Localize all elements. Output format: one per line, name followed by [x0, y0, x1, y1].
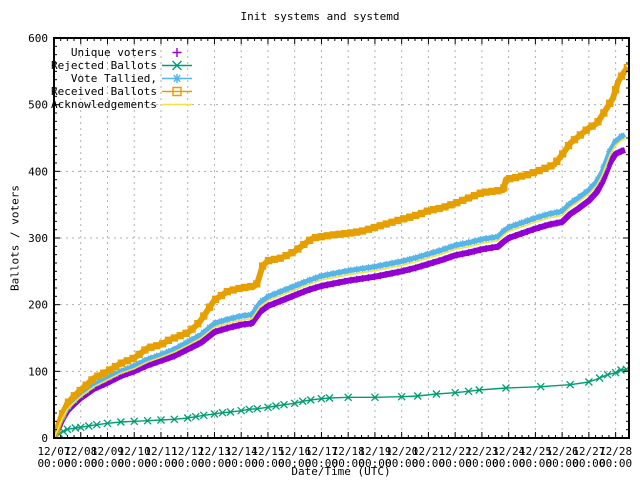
x-tick-time-label: 00:00 — [572, 457, 605, 470]
x-tick-date-label: 12/13 — [198, 445, 231, 458]
y-tick-label: 600 — [28, 32, 48, 45]
legend-row-vote-tallied: Vote Tallied, — [0, 72, 194, 85]
x-tick-date-label: 12/28 — [599, 445, 632, 458]
x-tick-time-label: 00:00 — [251, 457, 284, 470]
x-tick-date-label: 12/12 — [171, 445, 204, 458]
legend-sample-received-ballots — [162, 86, 192, 97]
series-received-ballots-markers — [54, 64, 629, 434]
y-tick-label: 500 — [28, 99, 48, 112]
x-tick-time-label: 00:00 — [492, 457, 525, 470]
y-tick-label: 100 — [28, 365, 48, 378]
x-tick-date-label: 12/25 — [519, 445, 552, 458]
x-tick-time-label: 00:00 — [305, 457, 338, 470]
x-tick-time-label: 00:00 — [91, 457, 124, 470]
y-axis-label: Ballots / voters — [8, 185, 22, 291]
x-tick-date-label: 12/21 — [412, 445, 445, 458]
series-rejected-ballots-markers — [55, 365, 629, 438]
x-tick-date-label: 12/22 — [439, 445, 472, 458]
x-tick-date-label: 12/24 — [492, 445, 525, 458]
x-tick-time-label: 00:00 — [546, 457, 579, 470]
x-tick-date-label: 12/16 — [278, 445, 311, 458]
x-tick-time-label: 00:00 — [519, 457, 552, 470]
chart-title: Init systems and systemd — [240, 10, 400, 23]
x-tick-time-label: 00:00 — [599, 457, 632, 470]
x-tick-date-label: 12/10 — [118, 445, 151, 458]
x-tick-date-label: 12/07 — [37, 445, 70, 458]
x-tick-date-label: 12/23 — [465, 445, 498, 458]
x-tick-date-label: 12/27 — [572, 445, 605, 458]
legend-sample-vote-tallied — [162, 74, 192, 83]
series-rejected-ballots — [54, 368, 627, 438]
x-tick-date-label: 12/18 — [332, 445, 365, 458]
legend-row-rejected-ballots: Rejected Ballots — [0, 59, 194, 72]
y-tick-label: 400 — [28, 165, 48, 178]
legend-label-received-ballots: Received Ballots — [51, 85, 157, 98]
x-tick-time-label: 00:00 — [465, 457, 498, 470]
x-tick-time-label: 00:00 — [332, 457, 365, 470]
x-tick-date-label: 12/09 — [91, 445, 124, 458]
x-tick-time-label: 00:00 — [385, 457, 418, 470]
x-tick-date-label: 12/26 — [546, 445, 579, 458]
legend-row-unique-voters: Unique voters — [0, 46, 194, 59]
x-tick-time-label: 00:00 — [37, 457, 70, 470]
x-tick-time-label: 00:00 — [278, 457, 311, 470]
legend-row-received-ballots: Received Ballots — [0, 85, 194, 98]
tick-labels: 010020030040050060012/0700:0012/0800:001… — [28, 32, 632, 470]
legend-label-acknowledgements: Acknowledgements — [51, 98, 157, 111]
legend-label-rejected-ballots: Rejected Ballots — [51, 59, 157, 72]
x-tick-time-label: 00:00 — [198, 457, 231, 470]
x-tick-date-label: 12/11 — [144, 445, 177, 458]
tick-marks — [53, 37, 630, 439]
legend-row-acknowledgements: Acknowledgements — [0, 98, 194, 111]
x-tick-time-label: 00:00 — [118, 457, 151, 470]
x-tick-date-label: 12/14 — [225, 445, 258, 458]
x-axis-label: Date/Time (UTC) — [291, 465, 391, 478]
x-tick-date-label: 12/20 — [385, 445, 418, 458]
series-vote-tallied — [54, 132, 627, 438]
legend: Unique voters Rejected Ballots Vote Tall… — [0, 46, 194, 111]
x-tick-time-label: 00:00 — [412, 457, 445, 470]
series-curves — [54, 64, 629, 438]
legend-sample-unique-voters — [172, 48, 182, 57]
x-tick-date-label: 12/08 — [64, 445, 97, 458]
series-acknowledgements — [54, 137, 626, 438]
legend-label-unique-voters: Unique voters — [70, 46, 157, 59]
x-tick-time-label: 00:00 — [144, 457, 177, 470]
x-tick-time-label: 00:00 — [171, 457, 204, 470]
x-tick-time-label: 00:00 — [358, 457, 391, 470]
x-tick-date-label: 12/19 — [358, 445, 391, 458]
x-tick-time-label: 00:00 — [225, 457, 258, 470]
y-tick-label: 300 — [28, 232, 48, 245]
x-tick-date-label: 12/17 — [305, 445, 338, 458]
y-tick-label: 200 — [28, 299, 48, 312]
series-unique-voters-markers — [54, 147, 626, 436]
x-tick-time-label: 00:00 — [64, 457, 97, 470]
legend-sample-acknowledgements — [162, 103, 192, 106]
legend-sample-rejected-ballots — [162, 60, 192, 71]
x-tick-time-label: 00:00 — [439, 457, 472, 470]
series-unique-voters — [54, 147, 626, 438]
legend-label-vote-tallied: Vote Tallied, — [70, 72, 157, 85]
series-received-ballots — [54, 65, 629, 438]
x-tick-date-label: 12/15 — [251, 445, 284, 458]
y-tick-label: 0 — [41, 432, 48, 445]
